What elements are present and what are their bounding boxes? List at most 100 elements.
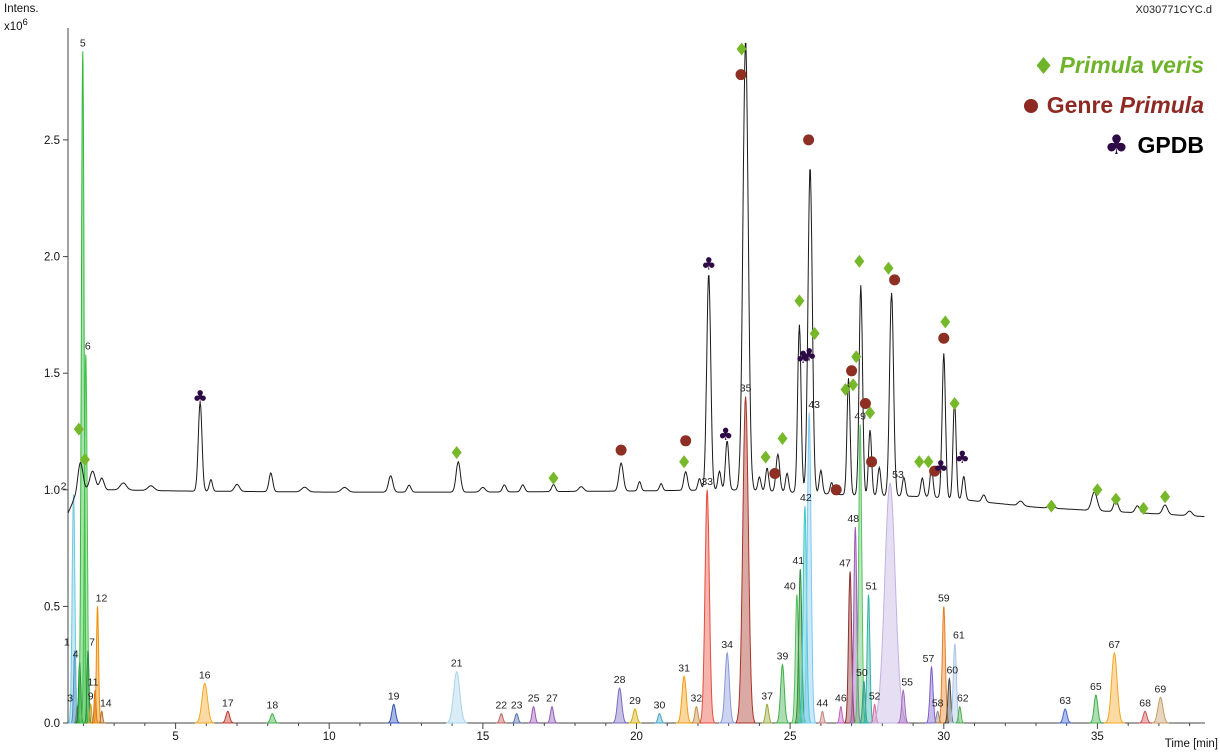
file-name-label: X030771CYC.d (1135, 4, 1212, 16)
eic-peak-68 (1138, 710, 1152, 724)
y-tick-label: 0.5 (44, 601, 60, 613)
peak-label-6: 6 (85, 341, 91, 353)
peak-label-62: 62 (957, 693, 969, 705)
peak-label-50: 50 (856, 667, 868, 679)
primula-veris-marker (848, 378, 859, 392)
primula-veris-marker (451, 446, 462, 459)
peak-label-67: 67 (1108, 639, 1120, 651)
eic-peak-22 (495, 713, 507, 724)
primula-veris-marker (794, 294, 805, 308)
primula-veris-marker (1138, 501, 1149, 515)
eic-peak-43 (802, 412, 817, 724)
eic-peak-63 (1058, 708, 1072, 724)
eic-peak-17 (221, 710, 235, 724)
primula-veris-marker (1110, 492, 1121, 506)
eic-peak-12 (93, 606, 102, 724)
primula-veris-marker (883, 261, 894, 275)
peak-label-52: 52 (869, 690, 881, 702)
eic-peak-7 (83, 650, 93, 724)
eic-peak-29 (628, 708, 642, 724)
peak-label-1: 1 (64, 637, 70, 649)
eic-peak-32 (691, 705, 702, 724)
y-tick-label: 1.0 (44, 485, 60, 497)
peak-label-3: 3 (67, 693, 73, 705)
x-tick-label: 20 (630, 731, 643, 743)
genre-primula-marker (615, 444, 627, 456)
x-tick-label: 25 (784, 731, 797, 743)
eic-peak-50 (858, 680, 870, 724)
eic-peak-46 (836, 705, 846, 724)
peak-label-55: 55 (901, 676, 913, 688)
x-tick-label: 30 (937, 731, 950, 743)
genre-primula-marker (680, 435, 692, 447)
legend-label-genre-primula: Primula (1119, 92, 1204, 118)
legend-diamond-icon (1036, 57, 1051, 74)
gpdb-club-marker: ♣ (933, 458, 948, 478)
peak-label-4: 4 (73, 648, 79, 660)
eic-peak-65 (1089, 694, 1103, 724)
peak-label-63: 63 (1059, 695, 1071, 707)
y-tick-label: 2.0 (44, 252, 60, 264)
y-tick-label: 0.0 (44, 718, 60, 730)
eic-peak-49 (854, 424, 866, 724)
genre-primula-marker (769, 468, 781, 479)
peak-label-65: 65 (1090, 681, 1102, 693)
y-axis-scale: x106 (4, 17, 28, 33)
genre-primula-marker (846, 365, 858, 377)
legend-item-primula-veris: Primula veris (1036, 52, 1204, 79)
y-axis-title-text: Intens. (4, 3, 39, 15)
primula-veris-marker (73, 422, 84, 436)
peak-label-7: 7 (89, 637, 95, 649)
peak-label-31: 31 (678, 662, 690, 674)
legend-label-gpdb: GPDB (1137, 132, 1204, 158)
genre-primula-marker (889, 274, 901, 286)
peak-label-30: 30 (654, 700, 666, 712)
gpdb-club-marker: ♣ (701, 255, 716, 275)
peak-label-14: 14 (100, 697, 112, 709)
legend-item-gpdb: ♣ GPDB (1104, 132, 1204, 159)
primula-veris-marker (940, 315, 951, 329)
peak-label-60: 60 (946, 665, 958, 677)
primula-veris-marker (736, 42, 747, 56)
eic-peak-31 (675, 675, 693, 724)
x-axis-title: Time [min] (1164, 738, 1218, 750)
gpdb-club-marker: ♣ (795, 348, 810, 368)
primula-veris-marker (923, 455, 934, 469)
eic-peak-53 (871, 482, 909, 724)
peak-label-39: 39 (777, 651, 789, 663)
primula-veris-marker (949, 397, 960, 410)
x-tick-label: 10 (323, 731, 336, 743)
peak-label-41: 41 (792, 555, 804, 567)
peak-label-9: 9 (88, 690, 94, 702)
eic-peak-25 (528, 706, 539, 724)
peak-label-27: 27 (546, 693, 558, 705)
eic-peak-44 (818, 710, 827, 724)
primula-veris-marker (865, 406, 875, 420)
primula-veris-marker (914, 455, 925, 469)
x-tick-label: 5 (172, 731, 178, 743)
markers-primula-veris (73, 42, 1171, 515)
eic-peak-16 (195, 682, 215, 724)
eic-peak-33 (699, 489, 716, 724)
markers-genre-primula (615, 69, 950, 496)
legend-club-icon: ♣ (1104, 129, 1129, 161)
eic-peak-57 (925, 665, 938, 724)
primula-veris-marker (79, 453, 90, 466)
peak-label-48: 48 (847, 513, 859, 525)
primula-veris-marker (777, 432, 788, 445)
eic-peak-30 (654, 713, 665, 724)
genre-primula-marker (735, 69, 747, 81)
peak-label-47: 47 (839, 557, 851, 569)
eic-peak-60 (943, 676, 955, 724)
peak-label-18: 18 (267, 700, 279, 712)
legend-circle-icon (1023, 98, 1038, 113)
eic-peak-69 (1151, 696, 1169, 724)
primula-veris-marker (1092, 483, 1103, 497)
eic-peak-19 (387, 703, 401, 724)
legend-label-primula-veris: Primula veris (1059, 52, 1204, 78)
peak-label-69: 69 (1155, 683, 1167, 695)
peak-label-51: 51 (866, 581, 878, 593)
genre-primula-marker (859, 398, 871, 409)
